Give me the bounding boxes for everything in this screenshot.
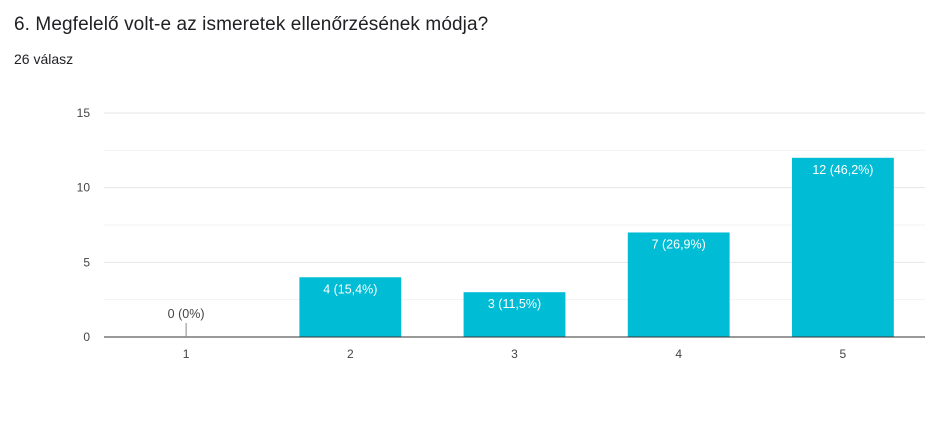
gridlines [104, 112, 925, 301]
x-tick-label: 5 [840, 347, 847, 361]
data-label: 7 (26,9%) [652, 237, 706, 251]
bar [463, 292, 566, 337]
y-axis-ticks: 0 5 10 15 [77, 106, 91, 344]
x-tick-label: 3 [511, 347, 518, 361]
x-axis-ticks: 1 2 3 4 5 [183, 347, 847, 361]
bar [627, 232, 730, 337]
data-label: 3 (11,5%) [488, 297, 541, 311]
y-tick-label: 0 [83, 330, 90, 344]
bar [791, 157, 894, 337]
data-label: 0 (0%) [168, 307, 205, 321]
data-label: 12 (46,2%) [812, 163, 873, 177]
x-tick-label: 2 [347, 347, 354, 361]
data-label: 4 (15,4%) [323, 282, 377, 296]
bar [299, 277, 402, 337]
y-tick-label: 15 [77, 106, 91, 120]
data-labels: 0 (0%) 4 (15,4%) 3 (11,5%) 7 (26,9%) 12 (46,… [168, 163, 873, 337]
bars [299, 157, 894, 337]
response-count: 26 válasz [14, 51, 74, 67]
y-tick-label: 10 [77, 181, 91, 195]
question-title: 6. Megfelelő volt-e az ismeretek ellenőr… [14, 14, 489, 35]
x-tick-label: 4 [675, 347, 682, 361]
x-tick-label: 1 [183, 347, 190, 361]
y-tick-label: 5 [83, 255, 90, 269]
